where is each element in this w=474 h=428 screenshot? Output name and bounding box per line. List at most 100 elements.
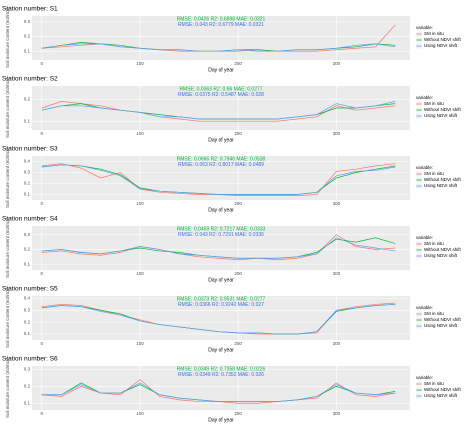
x-tick-label: 300	[333, 61, 341, 66]
legend-title: variable:	[416, 95, 433, 100]
series-line	[41, 43, 396, 52]
panel-title: Station number: S4	[2, 216, 58, 223]
y-tick-label: 0.3	[24, 19, 31, 24]
legend-label: Using NDVI shift	[424, 393, 458, 398]
y-axis-label: Soil moisture content (m3/m3)	[5, 77, 10, 138]
x-tick-label: 0	[41, 341, 44, 346]
legend-label: SM in situ	[424, 101, 444, 106]
plot-background	[32, 296, 410, 340]
y-tick-label: 0.1	[24, 261, 31, 266]
legend-title: variable:	[416, 235, 433, 240]
series-line	[41, 101, 396, 120]
series-line	[41, 382, 396, 402]
plot-background	[32, 226, 410, 270]
legend-label: Without NDVI shift	[424, 247, 462, 252]
legend-title: variable:	[416, 25, 433, 30]
panel-title: Station number: S1	[2, 6, 58, 13]
x-tick-label: 300	[333, 341, 341, 346]
series-line	[41, 237, 396, 259]
x-axis-label: Day of year	[208, 67, 234, 73]
panel-title: Station number: S5	[2, 286, 58, 293]
legend-label: Using NDVI shift	[424, 253, 458, 258]
y-axis-label: Soil moisture content (m3/m3)	[5, 7, 10, 68]
x-tick-label: 200	[234, 131, 242, 136]
legend-title: variable:	[416, 165, 433, 170]
x-axis-label: Day of year	[208, 347, 234, 353]
legend-label: SM in situ	[424, 311, 444, 316]
x-tick-label: 300	[333, 201, 341, 206]
legend-title: variable:	[416, 305, 433, 310]
y-tick-label: 0.2	[24, 181, 31, 186]
plot-background	[32, 16, 410, 60]
x-axis-label: Day of year	[208, 417, 234, 423]
metrics-annotation: RMSE: 0.043 R2: 0.7291 MAE: 0.0336	[178, 232, 264, 238]
series-line	[41, 303, 396, 335]
x-tick-label: 200	[234, 201, 242, 206]
y-tick-label: 0.2	[24, 247, 31, 252]
legend-label: Using NDVI shift	[424, 113, 458, 118]
x-tick-label: 300	[333, 411, 341, 416]
x-tick-label: 200	[234, 271, 242, 276]
metrics-annotation: RMSE: 0.0666 R2: 0.7946 MAE: 0.0538	[177, 156, 266, 162]
metrics-annotation: RMSE: 0.0349 R2: 0.7358 MAE: 0.0226	[177, 366, 266, 372]
legend-label: Using NDVI shift	[424, 183, 458, 188]
series-line	[41, 101, 396, 122]
y-tick-label: 0.4	[24, 296, 31, 301]
y-tick-label: 0.3	[24, 307, 31, 312]
legend-label: Without NDVI shift	[424, 317, 462, 322]
legend-label: Without NDVI shift	[424, 37, 462, 42]
metrics-annotation: RMSE: 0.0426 R2: 0.6898 MAE: 0.0321	[177, 16, 266, 22]
metrics-annotation: RMSE: 0.0366 R2: 0.9242 MAE: 0.027	[178, 302, 264, 308]
legend-label: Without NDVI shift	[424, 177, 462, 182]
x-tick-label: 0	[41, 411, 44, 416]
legend-label: Using NDVI shift	[424, 43, 458, 48]
x-tick-label: 200	[234, 411, 242, 416]
x-tick-label: 100	[136, 271, 144, 276]
x-tick-label: 200	[234, 61, 242, 66]
y-tick-label: 0.1	[24, 192, 31, 197]
plot-background	[32, 366, 410, 410]
y-tick-label: 0.3	[24, 170, 31, 175]
metrics-annotation: RMSE: 0.0459 R2: 0.7217 MAE: 0.0333	[177, 226, 266, 232]
y-tick-label: 0.1	[24, 48, 31, 53]
y-tick-label: 0.2	[24, 34, 31, 39]
y-axis-label: Soil moisture content (m3/m3)	[5, 357, 10, 418]
x-axis-label: Day of year	[208, 277, 234, 283]
y-tick-label: 0.2	[24, 383, 31, 388]
legend-label: SM in situ	[424, 171, 444, 176]
series-line	[41, 234, 396, 261]
metrics-annotation: RMSE: 0.0373 R2: 0.9531 MAE: 0.0277	[177, 296, 266, 302]
metrics-annotation: RMSE: 0.0363 R2: 0.66 MAE: 0.0277	[179, 86, 262, 92]
legend-label: Without NDVI shift	[424, 387, 462, 392]
y-axis-label: Soil moisture content (m3/m3)	[5, 217, 10, 278]
x-tick-label: 0	[41, 61, 44, 66]
x-axis-label: Day of year	[208, 207, 234, 213]
plot-background	[32, 156, 410, 200]
y-tick-label: 0.1	[24, 118, 31, 123]
y-tick-label: 0.4	[24, 159, 31, 164]
panel-title: Station number: S3	[2, 146, 58, 153]
y-axis-label: Soil moisture content (m3/m3)	[5, 147, 10, 208]
x-tick-label: 300	[333, 131, 341, 136]
y-tick-label: 0.2	[24, 319, 31, 324]
y-tick-label: 0.2	[24, 96, 31, 101]
y-tick-label: 0.1	[24, 331, 31, 336]
metrics-annotation: RMSE: 0.0375 R2: 0.5487 MAE: 0.028	[178, 92, 264, 98]
x-axis-label: Day of year	[208, 137, 234, 143]
legend-label: SM in situ	[424, 381, 444, 386]
x-tick-label: 200	[234, 341, 242, 346]
x-tick-label: 100	[136, 131, 144, 136]
legend-label: SM in situ	[424, 241, 444, 246]
legend-title: variable:	[416, 375, 433, 380]
y-tick-label: 0.3	[24, 367, 31, 372]
y-axis-label: Soil moisture content (m3/m3)	[5, 287, 10, 348]
metrics-annotation: RMSE: 0.043 R2: 0.6779 MAE: 0.0321	[178, 22, 264, 28]
x-tick-label: 300	[333, 271, 341, 276]
panel-title: Station number: S2	[2, 76, 58, 83]
x-tick-label: 0	[41, 201, 44, 206]
legend-label: SM in situ	[424, 31, 444, 36]
x-tick-label: 0	[41, 131, 44, 136]
y-tick-label: 0.3	[24, 232, 31, 237]
metrics-annotation: RMSE: 0.063 R2: 0.8017 MAE: 0.0489	[178, 162, 264, 168]
